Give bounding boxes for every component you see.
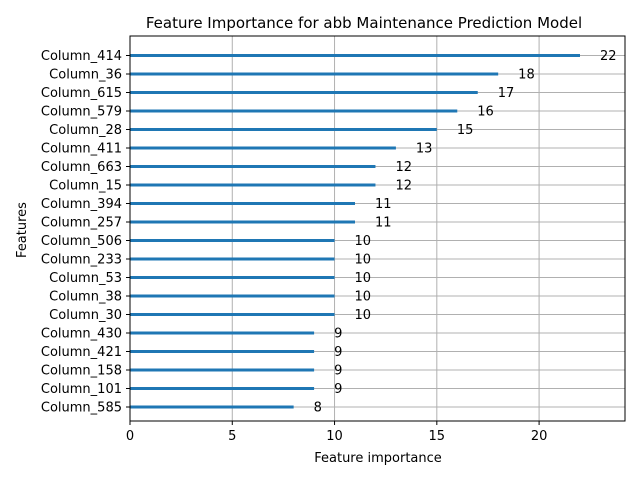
data-label-Column_36: 18 <box>518 68 535 83</box>
data-label-Column_15: 12 <box>395 179 412 194</box>
bar-Column_411 <box>130 146 396 150</box>
bar-Column_38 <box>130 294 335 298</box>
x-tick-label-0: 0 <box>126 429 134 444</box>
data-label-Column_411: 13 <box>416 142 433 157</box>
y-tick-label-Column_28: Column_28 <box>49 123 122 138</box>
y-axis-label: Features <box>15 202 30 258</box>
data-label-Column_506: 10 <box>355 234 372 249</box>
bar-Column_158 <box>130 368 315 372</box>
chart-title: Feature Importance for abb Maintenance P… <box>146 14 582 32</box>
y-tick-label-Column_36: Column_36 <box>49 68 122 83</box>
data-label-Column_615: 17 <box>498 86 515 101</box>
bar-Column_36 <box>130 72 499 76</box>
bar-Column_30 <box>130 313 335 316</box>
y-tick-label-Column_414: Column_414 <box>41 49 122 64</box>
data-label-Column_38: 10 <box>355 290 372 305</box>
bar-Column_28 <box>130 128 437 131</box>
y-tick-label-Column_257: Column_257 <box>41 216 122 231</box>
y-tick-label-Column_101: Column_101 <box>41 382 122 397</box>
data-label-Column_394: 11 <box>375 197 392 212</box>
y-tick-label-Column_411: Column_411 <box>41 142 122 157</box>
y-tick-label-Column_663: Column_663 <box>41 160 122 175</box>
x-tick-label-4: 20 <box>531 429 548 444</box>
y-tick-label-Column_506: Column_506 <box>41 234 122 249</box>
data-label-Column_663: 12 <box>395 160 412 175</box>
x-tick-label-2: 10 <box>326 429 343 444</box>
data-label-Column_414: 22 <box>600 49 617 64</box>
bar-Column_579 <box>130 109 458 113</box>
bar-Column_585 <box>130 405 294 409</box>
y-tick-label-Column_394: Column_394 <box>41 197 122 212</box>
bar-Column_257 <box>130 220 355 224</box>
x-tick-label-3: 15 <box>429 429 446 444</box>
y-tick-label-Column_430: Column_430 <box>41 327 122 342</box>
bar-Column_233 <box>130 257 335 261</box>
x-axis-ticks: 0 5 10 15 20 <box>126 421 548 444</box>
data-label-Column_430: 9 <box>334 327 342 342</box>
y-tick-label-Column_233: Column_233 <box>41 253 122 268</box>
y-tick-label-Column_421: Column_421 <box>41 345 122 360</box>
y-tick-label-Column_53: Column_53 <box>49 271 122 286</box>
data-label-Column_53: 10 <box>355 271 372 286</box>
y-tick-label-Column_15: Column_15 <box>49 179 122 194</box>
y-tick-label-Column_30: Column_30 <box>49 308 122 323</box>
x-tick-label-1: 5 <box>228 429 236 444</box>
bar-Column_15 <box>130 183 376 187</box>
y-tick-label-Column_579: Column_579 <box>41 105 122 120</box>
bar-Column_414 <box>130 54 580 57</box>
x-axis-label: Feature importance <box>314 451 442 466</box>
bar-Column_615 <box>130 91 478 94</box>
data-label-Column_101: 9 <box>334 382 342 397</box>
data-label-Column_257: 11 <box>375 216 392 231</box>
bar-Column_53 <box>130 276 335 279</box>
bar-Column_101 <box>130 387 315 390</box>
plot-frame <box>129 35 626 422</box>
y-tick-label-Column_38: Column_38 <box>49 290 122 305</box>
data-label-Column_579: 16 <box>477 105 494 120</box>
data-label-Column_585: 8 <box>314 401 322 416</box>
bar-Column_506 <box>130 239 335 242</box>
data-label-Column_28: 15 <box>457 123 474 138</box>
bars-group <box>130 54 580 409</box>
y-tick-label-Column_585: Column_585 <box>41 401 122 416</box>
y-tick-label-Column_615: Column_615 <box>41 86 122 101</box>
data-label-Column_30: 10 <box>355 308 372 323</box>
data-label-Column_233: 10 <box>355 253 372 268</box>
bar-Column_430 <box>130 331 315 335</box>
bar-Column_421 <box>130 350 315 353</box>
bar-Column_394 <box>130 202 355 205</box>
data-label-Column_421: 9 <box>334 345 342 360</box>
y-tick-label-Column_158: Column_158 <box>41 364 122 379</box>
bar-Column_663 <box>130 165 376 168</box>
y-axis-ticks: Column_414 Column_36 Column_615 Column_579 C… <box>41 49 130 416</box>
data-label-Column_158: 9 <box>334 364 342 379</box>
